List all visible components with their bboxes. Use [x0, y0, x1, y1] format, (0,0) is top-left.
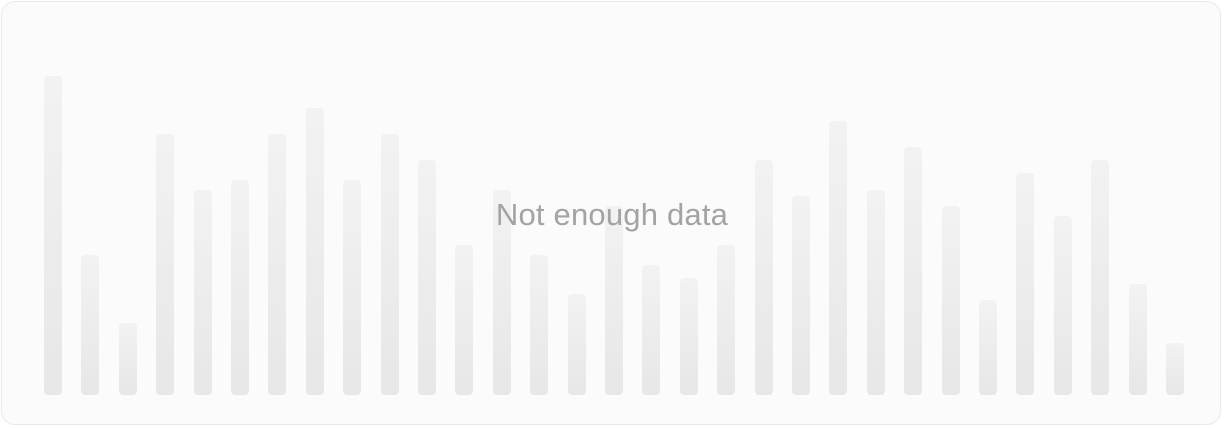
- placeholder-bar: [44, 76, 62, 395]
- placeholder-bar: [680, 278, 698, 395]
- empty-state-message: Not enough data: [495, 197, 729, 232]
- placeholder-bar: [717, 245, 735, 395]
- placeholder-bar: [867, 190, 885, 395]
- placeholder-bar: [755, 160, 773, 395]
- placeholder-bar: [268, 134, 286, 395]
- placeholder-bar: [418, 160, 436, 395]
- placeholder-bar: [792, 196, 810, 395]
- placeholder-bar: [1129, 284, 1147, 395]
- placeholder-bar: [568, 294, 586, 395]
- placeholder-bar: [306, 108, 324, 395]
- placeholder-bar: [119, 323, 137, 395]
- placeholder-bar: [942, 206, 960, 395]
- placeholder-bar: [381, 134, 399, 395]
- placeholder-bar: [642, 265, 660, 395]
- placeholder-bar: [231, 180, 249, 395]
- placeholder-bar: [81, 255, 99, 395]
- placeholder-bar: [156, 134, 174, 395]
- placeholder-bar: [979, 300, 997, 395]
- placeholder-bar: [1054, 216, 1072, 395]
- placeholder-bar: [493, 190, 511, 395]
- placeholder-bar: [1166, 343, 1184, 395]
- placeholder-bar: [1016, 173, 1034, 395]
- placeholder-bar: [605, 206, 623, 395]
- placeholder-bar: [343, 180, 361, 395]
- placeholder-bar: [194, 190, 212, 395]
- placeholder-bar: [455, 245, 473, 395]
- placeholder-bar: [1091, 160, 1109, 395]
- placeholder-bar: [530, 255, 548, 395]
- placeholder-bar: [829, 121, 847, 395]
- placeholder-bar: [904, 147, 922, 395]
